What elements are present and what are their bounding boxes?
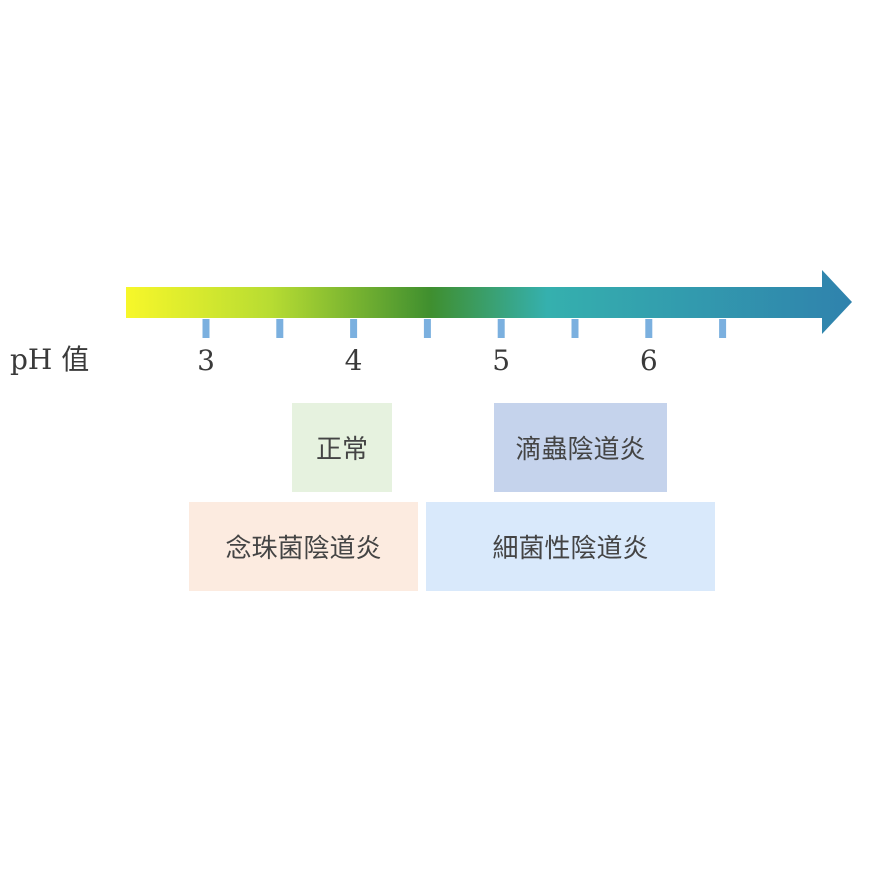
- tick-mark: [276, 319, 284, 338]
- range-box-normal: 正常: [292, 403, 392, 492]
- tick-mark: [497, 319, 505, 338]
- axis-label: pH 值: [10, 343, 90, 376]
- tick-mark: [350, 319, 358, 338]
- tick-mark: [719, 319, 727, 338]
- tick-mark: [645, 319, 653, 338]
- tick-label: 4: [344, 344, 363, 377]
- range-label-normal: 正常: [315, 435, 368, 465]
- tick-label: 5: [492, 344, 511, 377]
- range-label-trichomonas: 滴蟲陰道炎: [515, 435, 646, 465]
- tick-mark: [423, 319, 431, 338]
- range-box-candida: 念珠菌陰道炎: [189, 502, 418, 591]
- tick-mark: [202, 319, 210, 338]
- range-label-candida: 念珠菌陰道炎: [225, 534, 382, 564]
- range-box-trichomonas: 滴蟲陰道炎: [494, 403, 667, 492]
- tick-mark: [571, 319, 579, 338]
- range-box-bacterial: 細菌性陰道炎: [426, 502, 715, 591]
- tick-label: 3: [197, 344, 215, 377]
- range-label-bacterial: 細菌性陰道炎: [492, 534, 649, 564]
- tick-label: 6: [639, 344, 658, 377]
- tick-marks: [202, 319, 727, 338]
- arrow-body: [126, 270, 852, 334]
